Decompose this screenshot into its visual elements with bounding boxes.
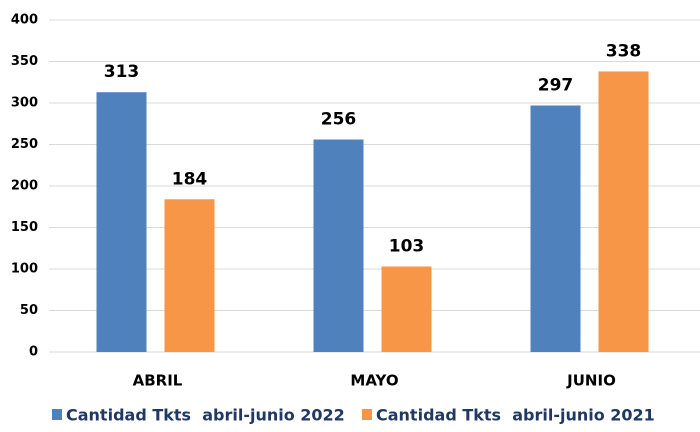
- data-label: 338: [606, 41, 642, 61]
- bar: [598, 71, 649, 353]
- legend-swatch: [52, 409, 62, 420]
- bar: [313, 139, 364, 352]
- x-tick-label: JUNIO: [566, 372, 616, 390]
- bar: [164, 199, 215, 352]
- data-label: 256: [321, 110, 357, 130]
- y-tick-label: 150: [11, 220, 38, 235]
- data-label: 184: [172, 169, 208, 189]
- y-tick-label: 350: [11, 54, 38, 69]
- bar: [96, 92, 147, 353]
- y-tick-label: 100: [11, 262, 38, 277]
- data-label: 297: [538, 75, 574, 95]
- x-tick-label: ABRIL: [133, 372, 183, 390]
- x-tick-label: MAYO: [350, 372, 398, 390]
- y-tick-label: 300: [11, 96, 38, 111]
- y-tick-label: 400: [11, 13, 38, 28]
- y-tick-label: 50: [20, 303, 38, 318]
- y-tick-label: 200: [11, 179, 38, 194]
- legend-label: Cantidad Tkts abril-junio 2021: [376, 406, 655, 425]
- data-label: 313: [104, 62, 140, 82]
- data-label: 103: [389, 237, 425, 257]
- legend-label: Cantidad Tkts abril-junio 2022: [66, 406, 345, 425]
- bar: [530, 105, 581, 353]
- legend-swatch: [362, 409, 372, 420]
- y-tick-label: 0: [29, 345, 38, 360]
- y-tick-label: 250: [11, 137, 38, 152]
- bar: [381, 266, 432, 352]
